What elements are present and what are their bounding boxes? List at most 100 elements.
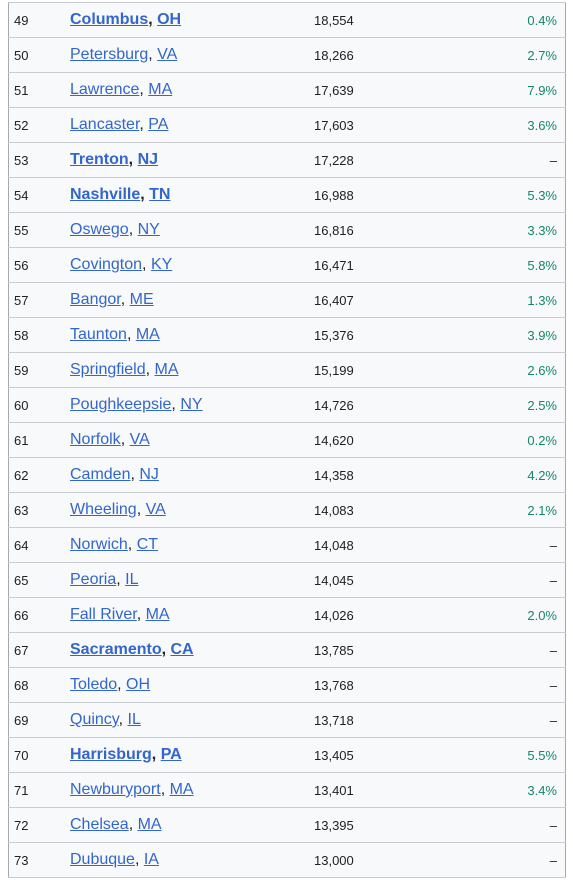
- table-row: 60 Poughkeepsie, NY 14,726 2.5%: [8, 387, 566, 423]
- change-cell: 0.4%: [464, 2, 566, 38]
- city-cell: Quincy, IL: [70, 702, 314, 738]
- rank-cell: 51: [8, 72, 70, 108]
- city-link[interactable]: Toledo: [70, 676, 118, 693]
- city-link[interactable]: Nashville: [70, 186, 141, 203]
- state-link[interactable]: NJ: [137, 151, 159, 168]
- state-link[interactable]: TN: [149, 186, 171, 203]
- separator: ,: [127, 536, 137, 553]
- state-link[interactable]: IL: [127, 711, 141, 728]
- rank-cell: 69: [8, 702, 70, 738]
- state-link[interactable]: NY: [137, 221, 160, 238]
- rank-cell: 53: [8, 142, 70, 178]
- city-link[interactable]: Bangor: [70, 291, 121, 308]
- state-link[interactable]: VA: [129, 431, 150, 448]
- rank-cell: 66: [8, 597, 70, 633]
- city-cell: Taunton, MA: [70, 317, 314, 353]
- city-cell: Harrisburg, PA: [70, 737, 314, 773]
- city-label: Harrisburg, PA: [70, 746, 182, 763]
- city-link[interactable]: Fall River: [70, 606, 137, 623]
- state-link[interactable]: OH: [126, 676, 151, 693]
- state-link[interactable]: OH: [157, 11, 182, 28]
- state-link[interactable]: VA: [157, 46, 178, 63]
- state-link[interactable]: IL: [125, 571, 139, 588]
- state-link[interactable]: MA: [169, 781, 194, 798]
- city-link[interactable]: Trenton: [70, 151, 129, 168]
- city-link[interactable]: Poughkeepsie: [70, 396, 172, 413]
- table-row: 66 Fall River, MA 14,026 2.0%: [8, 597, 566, 633]
- table-row: 54 Nashville, TN 16,988 5.3%: [8, 177, 566, 213]
- city-link[interactable]: Springfield: [70, 361, 146, 378]
- population-cell: 14,083: [314, 492, 464, 528]
- rank-cell: 50: [8, 37, 70, 73]
- city-link[interactable]: Peoria: [70, 571, 117, 588]
- city-link[interactable]: Dubuque: [70, 851, 135, 868]
- city-cell: Peoria, IL: [70, 562, 314, 598]
- city-label: Taunton, MA: [70, 326, 160, 343]
- city-link[interactable]: Covington: [70, 256, 143, 273]
- state-link[interactable]: MA: [148, 81, 173, 98]
- state-link[interactable]: VA: [145, 501, 166, 518]
- city-link[interactable]: Wheeling: [70, 501, 137, 518]
- state-link[interactable]: CA: [170, 641, 194, 658]
- population-table: 49 Columbus, OH 18,554 0.4% 50 Petersburg, VA…: [8, 2, 566, 878]
- city-link[interactable]: Taunton: [70, 326, 127, 343]
- population-cell: 14,045: [314, 562, 464, 598]
- change-cell: 3.3%: [464, 212, 566, 248]
- separator: ,: [140, 186, 150, 203]
- state-link[interactable]: NY: [180, 396, 203, 413]
- city-link[interactable]: Chelsea: [70, 816, 129, 833]
- rank-cell: 67: [8, 632, 70, 668]
- city-link[interactable]: Oswego: [70, 221, 129, 238]
- state-link[interactable]: PA: [148, 116, 169, 133]
- population-cell: 15,199: [314, 352, 464, 388]
- city-link[interactable]: Sacramento: [70, 641, 162, 658]
- table-row: 56 Covington, KY 16,471 5.8%: [8, 247, 566, 283]
- city-link[interactable]: Newburyport: [70, 781, 161, 798]
- table-row: 67 Sacramento, CA 13,785–: [8, 632, 566, 668]
- separator: ,: [148, 11, 158, 28]
- change-cell: 2.5%: [464, 387, 566, 423]
- state-link[interactable]: MA: [137, 816, 162, 833]
- city-cell: Camden, NJ: [70, 457, 314, 493]
- city-link[interactable]: Petersburg: [70, 46, 149, 63]
- city-label: Wheeling, VA: [70, 501, 166, 518]
- city-link[interactable]: Columbus: [70, 11, 149, 28]
- table-row: 70 Harrisburg, PA 13,405 5.5%: [8, 737, 566, 773]
- city-label: Toledo, OH: [70, 676, 150, 693]
- state-link[interactable]: PA: [160, 746, 182, 763]
- state-link[interactable]: KY: [150, 256, 173, 273]
- city-label: Newburyport, MA: [70, 781, 194, 798]
- state-link[interactable]: IA: [143, 851, 159, 868]
- state-link[interactable]: CT: [136, 536, 159, 553]
- city-link[interactable]: Norfolk: [70, 431, 121, 448]
- state-link[interactable]: MA: [154, 361, 179, 378]
- city-link[interactable]: Lawrence: [70, 81, 140, 98]
- change-cell: –: [464, 142, 566, 178]
- state-link[interactable]: MA: [145, 606, 170, 623]
- change-cell: 3.9%: [464, 317, 566, 353]
- state-link[interactable]: MA: [135, 326, 160, 343]
- table-row: 53 Trenton, NJ 17,228–: [8, 142, 566, 178]
- rank-cell: 56: [8, 247, 70, 283]
- change-cell: –: [464, 807, 566, 843]
- city-link[interactable]: Camden: [70, 466, 131, 483]
- city-label: Sacramento, CA: [70, 641, 194, 658]
- city-link[interactable]: Lancaster: [70, 116, 140, 133]
- table-row: 73 Dubuque, IA 13,000–: [8, 842, 566, 878]
- city-cell: Bangor, ME: [70, 282, 314, 318]
- rank-cell: 60: [8, 387, 70, 423]
- city-link[interactable]: Quincy: [70, 711, 119, 728]
- state-link[interactable]: NJ: [139, 466, 159, 483]
- city-link[interactable]: Harrisburg: [70, 746, 152, 763]
- city-label: Camden, NJ: [70, 466, 159, 483]
- population-cell: 13,785: [314, 632, 464, 668]
- rank-cell: 57: [8, 282, 70, 318]
- change-cell: 3.6%: [464, 107, 566, 143]
- separator: ,: [128, 151, 138, 168]
- state-link[interactable]: ME: [129, 291, 154, 308]
- city-label: Nashville, TN: [70, 186, 170, 203]
- city-link[interactable]: Norwich: [70, 536, 128, 553]
- table-row: 58 Taunton, MA 15,376 3.9%: [8, 317, 566, 353]
- separator: ,: [151, 746, 161, 763]
